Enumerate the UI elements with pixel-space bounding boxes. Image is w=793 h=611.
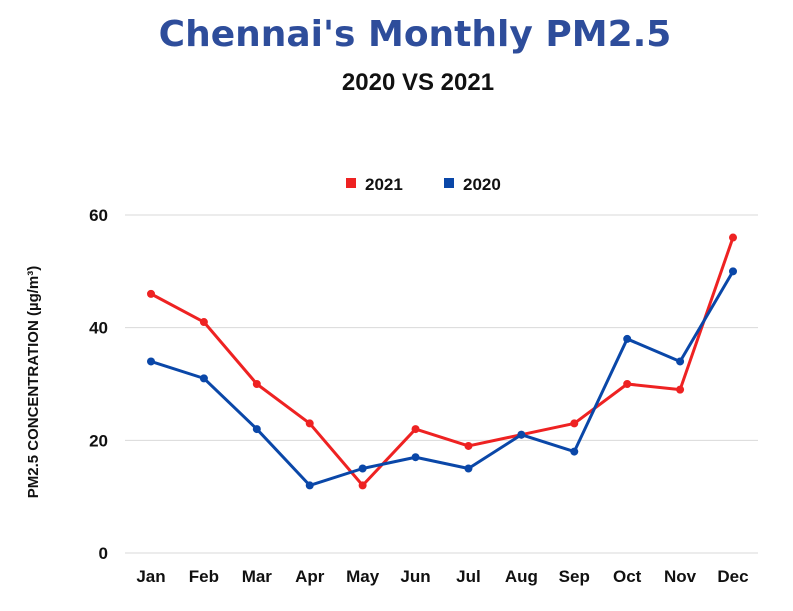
legend: 2021 2020 <box>346 175 501 194</box>
data-point <box>411 453 420 462</box>
x-tick-label: Sep <box>559 567 590 586</box>
x-tick-label: Dec <box>717 567 748 586</box>
x-tick-label: Oct <box>613 567 642 586</box>
legend-item: 2020 <box>444 175 501 194</box>
data-point <box>729 233 737 242</box>
x-tick-label: Nov <box>664 567 697 586</box>
x-tick-label: May <box>346 567 380 586</box>
x-axis-ticks: Jan Feb Mar Apr May Jun Jul Aug Sep Oct Nov Dec <box>136 567 748 586</box>
legend-item: 2021 <box>346 175 403 194</box>
x-tick-label: Jan <box>136 567 165 586</box>
y-tick-label: 40 <box>89 319 108 338</box>
data-point <box>358 464 367 473</box>
data-point <box>411 425 420 434</box>
series-line <box>149 269 735 487</box>
y-axis-label: PM2.5 CONCENTRATION (µg/m³) <box>25 266 42 499</box>
legend-swatch <box>346 178 356 188</box>
data-point <box>517 430 526 439</box>
x-tick-label: Mar <box>242 567 273 586</box>
data-point <box>623 334 632 343</box>
data-point <box>464 441 473 450</box>
series-line <box>149 236 735 487</box>
chart-subtitle: 2020 VS 2021 <box>342 69 494 96</box>
x-tick-label: Jun <box>400 567 430 586</box>
y-tick-label: 20 <box>89 431 108 450</box>
data-point <box>623 380 632 388</box>
data-point <box>676 385 685 394</box>
data-point <box>199 318 208 327</box>
y-tick-label: 0 <box>99 544 108 563</box>
data-point <box>252 380 261 388</box>
legend-label: 2021 <box>365 175 403 194</box>
series-2021 <box>147 233 737 490</box>
data-point <box>305 481 314 490</box>
x-tick-label: Feb <box>189 567 219 586</box>
y-axis-ticks: 0 20 40 60 <box>89 206 108 563</box>
data-point <box>147 357 155 366</box>
gridlines <box>125 214 758 554</box>
series-layer <box>147 233 737 490</box>
data-point <box>570 419 579 428</box>
data-point <box>570 447 579 456</box>
data-point <box>199 374 208 383</box>
x-tick-label: Aug <box>505 567 538 586</box>
x-tick-label: Jul <box>456 567 481 586</box>
data-point <box>464 464 473 473</box>
data-point <box>358 481 367 490</box>
legend-swatch <box>444 178 454 188</box>
y-tick-label: 60 <box>89 206 108 225</box>
data-point <box>305 419 314 428</box>
data-point <box>676 357 685 366</box>
x-tick-label: Apr <box>295 567 325 586</box>
series-2020 <box>147 267 737 490</box>
chart-title: Chennai's Monthly PM2.5 <box>159 14 672 55</box>
data-point <box>252 425 261 434</box>
legend-label: 2020 <box>463 175 501 194</box>
data-point <box>729 267 737 276</box>
data-point <box>147 289 155 298</box>
